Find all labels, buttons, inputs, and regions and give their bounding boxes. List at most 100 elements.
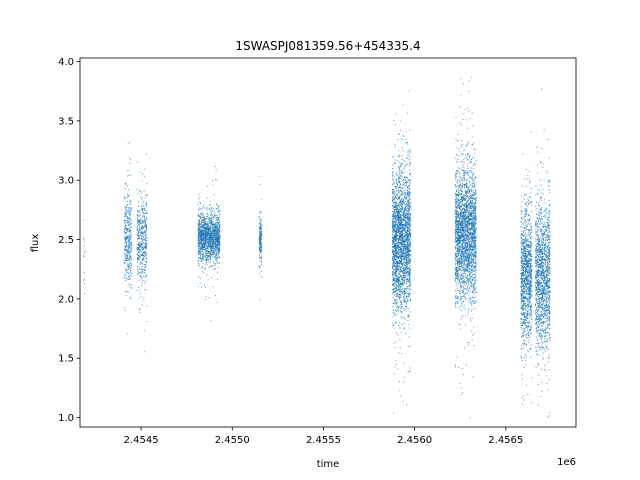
- scatter-point: [140, 272, 142, 274]
- scatter-point: [409, 214, 411, 216]
- scatter-point: [397, 256, 399, 257]
- scatter-point: [393, 199, 395, 201]
- scatter-point: [394, 204, 396, 206]
- scatter-point: [261, 261, 263, 263]
- scatter-point: [392, 250, 394, 252]
- scatter-point: [392, 263, 394, 265]
- scatter-point: [206, 231, 208, 233]
- scatter-point: [145, 289, 147, 291]
- scatter-point: [399, 175, 401, 177]
- scatter-point: [215, 225, 217, 227]
- scatter-point: [392, 168, 394, 169]
- scatter-point: [199, 247, 201, 249]
- scatter-point: [144, 260, 146, 262]
- scatter-point: [406, 279, 408, 281]
- scatter-point: [260, 248, 262, 250]
- scatter-point: [397, 250, 399, 252]
- scatter-point: [141, 265, 143, 267]
- scatter-point: [207, 234, 208, 236]
- scatter-point: [393, 208, 395, 210]
- scatter-point: [394, 243, 396, 245]
- scatter-point: [142, 269, 144, 270]
- scatter-point: [407, 235, 409, 237]
- scatter-point: [405, 214, 407, 216]
- scatter-point: [408, 290, 410, 292]
- scatter-point: [210, 204, 212, 206]
- scatter-point: [217, 224, 219, 226]
- scatter-point: [394, 211, 396, 213]
- scatter-point: [405, 181, 406, 183]
- scatter-point: [215, 226, 217, 228]
- scatter-point: [203, 230, 205, 232]
- scatter-point: [405, 234, 407, 236]
- scatter-point: [258, 236, 260, 238]
- scatter-point: [396, 266, 398, 268]
- scatter-point: [213, 228, 215, 230]
- scatter-point: [205, 226, 207, 228]
- scatter-point: [391, 221, 393, 223]
- scatter-point: [400, 219, 402, 221]
- scatter-point: [402, 224, 404, 226]
- scatter-point: [408, 158, 410, 160]
- scatter-point: [125, 249, 127, 251]
- scatter-point: [409, 174, 411, 176]
- scatter-point: [403, 251, 405, 253]
- scatter-point: [142, 253, 144, 255]
- scatter-point: [202, 248, 204, 250]
- scatter-point: [398, 290, 400, 292]
- scatter-point: [142, 271, 144, 273]
- scatter-point: [145, 275, 147, 277]
- scatter-point: [143, 208, 145, 209]
- scatter-point: [401, 267, 403, 269]
- scatter-point: [139, 271, 141, 273]
- scatter-point: [400, 304, 402, 306]
- scatter-point: [218, 241, 220, 243]
- scatter-point: [405, 237, 407, 239]
- scatter-point: [219, 257, 221, 259]
- scatter-point: [408, 203, 410, 205]
- scatter-point: [395, 283, 396, 285]
- scatter-point: [393, 284, 395, 286]
- scatter-point: [209, 235, 211, 237]
- scatter-point: [393, 278, 395, 280]
- scatter-point: [205, 232, 207, 234]
- scatter-point: [140, 276, 141, 278]
- scatter-point: [144, 244, 146, 246]
- scatter-point: [392, 221, 394, 223]
- scatter-point: [205, 224, 207, 226]
- scatter-point: [396, 245, 398, 247]
- scatter-point: [395, 301, 397, 303]
- scatter-point: [406, 193, 408, 195]
- scatter-point: [137, 238, 139, 240]
- scatter-point: [201, 219, 203, 221]
- scatter-point: [406, 163, 408, 165]
- scatter-point: [395, 279, 397, 281]
- scatter-point: [399, 204, 401, 206]
- scatter-point: [215, 260, 217, 262]
- scatter-point: [401, 269, 403, 271]
- scatter-point: [406, 201, 408, 203]
- scatter-point: [400, 229, 402, 231]
- scatter-point: [409, 255, 411, 256]
- scatter-point: [128, 268, 129, 270]
- scatter-point: [206, 256, 208, 258]
- scatter-point: [397, 295, 399, 297]
- scatter-point: [408, 259, 410, 261]
- scatter-point: [138, 244, 139, 246]
- scatter-point: [391, 322, 393, 324]
- scatter-point: [212, 245, 214, 246]
- scatter-point: [141, 225, 143, 227]
- scatter-point: [136, 290, 138, 292]
- scatter-point: [144, 238, 146, 240]
- scatter-point: [400, 251, 402, 253]
- scatter-point: [401, 303, 403, 305]
- scatter-point: [216, 236, 218, 238]
- scatter-point: [146, 228, 148, 230]
- scatter-point: [396, 202, 398, 204]
- scatter-point: [406, 217, 408, 219]
- scatter-point: [142, 280, 144, 282]
- scatter-point: [403, 219, 405, 221]
- scatter-point: [397, 215, 398, 217]
- scatter-point: [392, 306, 394, 308]
- scatter-point: [129, 236, 131, 238]
